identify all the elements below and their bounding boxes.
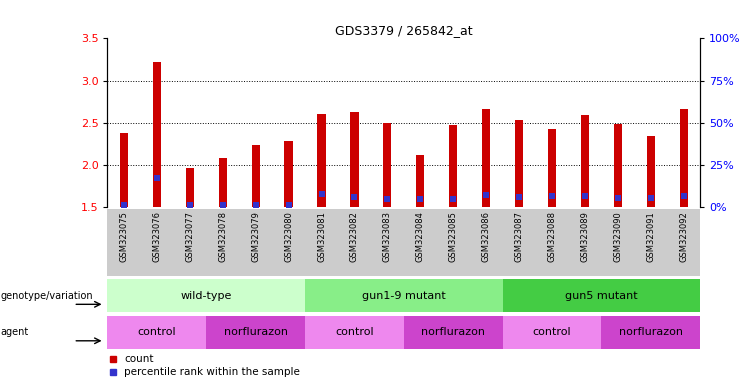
Text: GSM323091: GSM323091 (646, 211, 655, 262)
Bar (502, 279, 700, 312)
Text: GSM323085: GSM323085 (449, 211, 458, 262)
Text: GSM323088: GSM323088 (548, 211, 556, 262)
Point (579, 193, 591, 199)
Text: gun5 mutant: gun5 mutant (565, 291, 638, 301)
Point (184, 202, 196, 208)
Bar (305, 316, 404, 349)
Text: GSM323075: GSM323075 (119, 211, 128, 262)
Text: control: control (335, 327, 373, 337)
Bar (647, 136, 655, 207)
Point (514, 194, 525, 200)
Text: GSM323090: GSM323090 (614, 211, 622, 262)
Text: GSM323077: GSM323077 (185, 211, 194, 262)
Bar (482, 109, 491, 207)
Bar (515, 119, 523, 207)
Text: percentile rank within the sample: percentile rank within the sample (124, 367, 300, 377)
Point (382, 196, 393, 202)
Text: GSM323087: GSM323087 (514, 211, 524, 262)
Bar (449, 124, 457, 207)
Text: GSM323084: GSM323084 (416, 211, 425, 262)
Bar (614, 124, 622, 207)
Bar (186, 168, 194, 207)
Point (480, 192, 492, 198)
Point (118, 202, 130, 208)
Bar (219, 158, 227, 207)
Text: genotype/variation: genotype/variation (1, 291, 93, 301)
Point (645, 195, 657, 201)
Text: wild-type: wild-type (181, 291, 232, 301)
Bar (120, 133, 128, 207)
Bar (404, 316, 502, 349)
Bar (153, 62, 161, 207)
Point (151, 175, 163, 181)
Text: GSM323081: GSM323081 (317, 211, 326, 262)
Point (546, 192, 558, 199)
Point (414, 196, 426, 202)
Text: GSM323083: GSM323083 (383, 211, 392, 262)
Text: GSM323086: GSM323086 (482, 211, 491, 262)
Text: gun1-9 mutant: gun1-9 mutant (362, 291, 446, 301)
Point (448, 196, 459, 202)
Bar (416, 155, 425, 207)
Bar (285, 141, 293, 207)
Title: GDS3379 / 265842_at: GDS3379 / 265842_at (335, 24, 473, 37)
Point (282, 202, 294, 208)
Bar (581, 115, 589, 207)
Text: norflurazon: norflurazon (224, 327, 288, 337)
Point (678, 192, 690, 199)
Text: count: count (124, 354, 153, 364)
Point (217, 202, 229, 208)
Bar (251, 145, 260, 207)
Bar (317, 114, 325, 207)
Point (348, 194, 360, 200)
Text: GSM323076: GSM323076 (153, 211, 162, 262)
Bar (548, 129, 556, 207)
Bar (350, 112, 359, 207)
Text: norflurazon: norflurazon (619, 327, 683, 337)
Bar (679, 109, 688, 207)
Point (316, 191, 328, 197)
Point (250, 202, 262, 208)
Text: GSM323078: GSM323078 (218, 211, 227, 262)
Bar (107, 316, 206, 349)
Bar (206, 316, 305, 349)
Text: control: control (138, 327, 176, 337)
Text: GSM323080: GSM323080 (284, 211, 293, 262)
Text: GSM323079: GSM323079 (251, 211, 260, 262)
Text: GSM323082: GSM323082 (350, 211, 359, 262)
Bar (502, 316, 602, 349)
Text: GSM323092: GSM323092 (679, 211, 688, 262)
Text: GSM323089: GSM323089 (580, 211, 590, 262)
Bar (602, 316, 700, 349)
Text: agent: agent (1, 327, 29, 337)
Bar (305, 279, 502, 312)
Bar (383, 123, 391, 207)
Text: control: control (533, 327, 571, 337)
Point (612, 195, 624, 201)
Bar (107, 279, 305, 312)
Text: norflurazon: norflurazon (421, 327, 485, 337)
